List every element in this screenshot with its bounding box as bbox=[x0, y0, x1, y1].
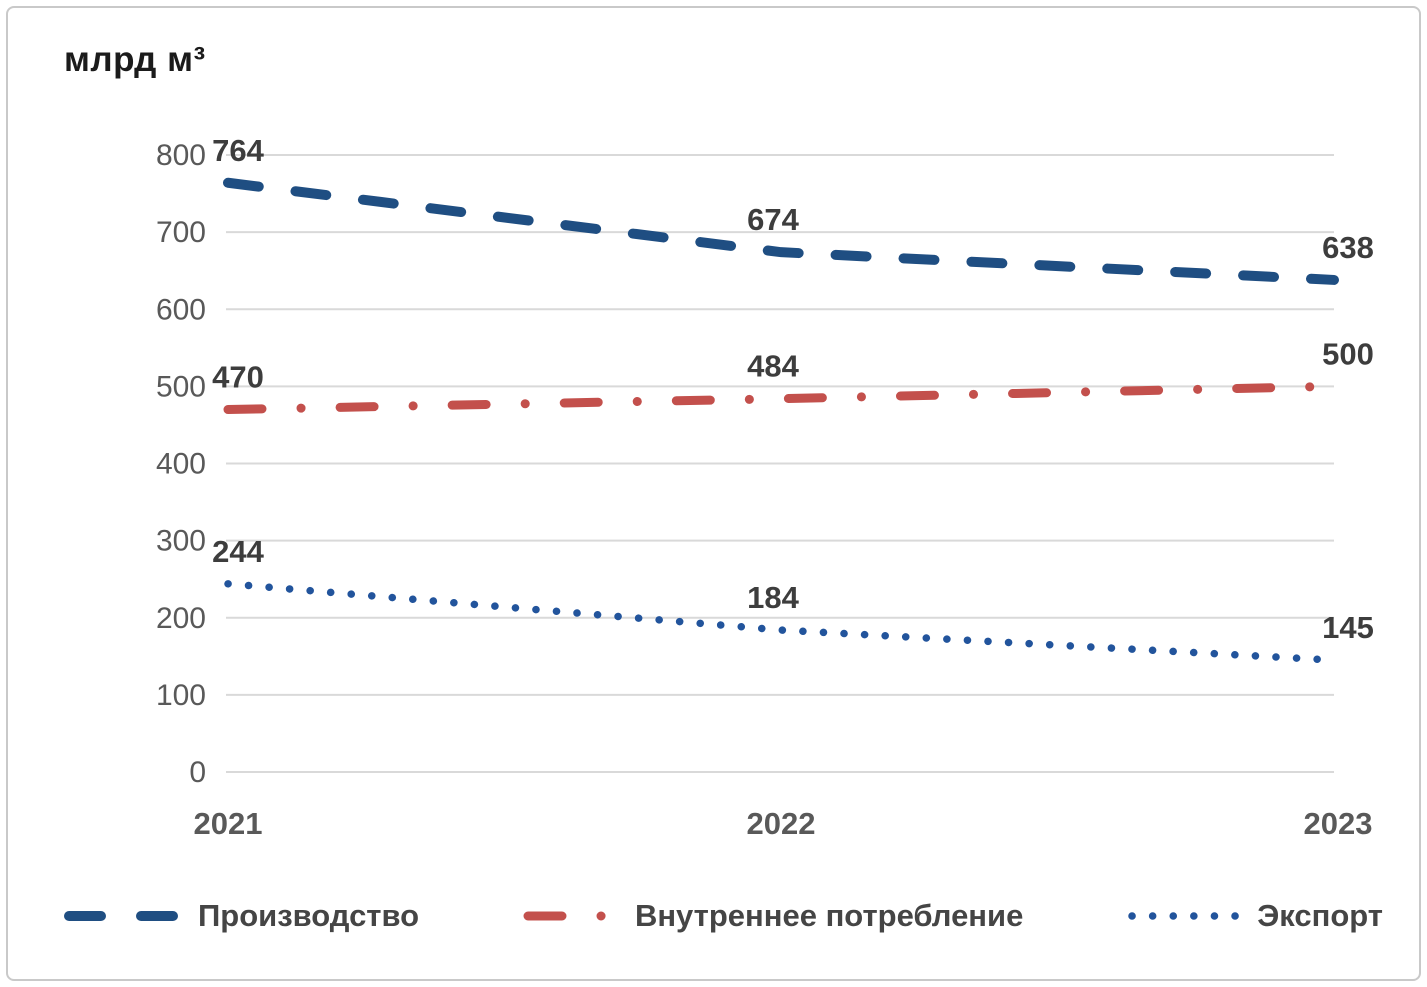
series-line-2 bbox=[224, 580, 1338, 664]
data-label-series2-2021: 244 bbox=[212, 534, 264, 569]
y-axis-tick-label: 100 bbox=[156, 679, 206, 712]
data-label-series0-2021: 764 bbox=[212, 133, 264, 168]
data-label-series2-2022: 184 bbox=[747, 580, 799, 615]
chart-title: млрд м³ bbox=[64, 40, 206, 79]
data-label-series1-2023: 500 bbox=[1322, 336, 1374, 371]
series-line-1 bbox=[223, 381, 1339, 415]
legend-label-export: Экспорт bbox=[1257, 898, 1383, 933]
y-axis-tick-label: 500 bbox=[156, 370, 206, 403]
legend-label-production: Производство bbox=[198, 898, 420, 933]
x-axis-tick-label: 2022 bbox=[747, 806, 816, 841]
data-label-series0-2022: 674 bbox=[747, 202, 799, 237]
data-label-series0-2023: 638 bbox=[1322, 230, 1374, 265]
y-axis-tick-label: 200 bbox=[156, 602, 206, 635]
data-label-series1-2022: 484 bbox=[747, 349, 799, 384]
chart-legend: Производство Внутреннее потребление Эксп… bbox=[62, 886, 1383, 946]
legend-label-consumption: Внутреннее потребление bbox=[634, 898, 1024, 933]
x-axis-tick-label: 2021 bbox=[194, 806, 263, 841]
y-axis-tick-label: 700 bbox=[156, 216, 206, 249]
legend-swatch-dash-dot bbox=[523, 911, 621, 921]
y-axis-tick-label: 800 bbox=[156, 139, 206, 172]
y-axis-tick-label: 300 bbox=[156, 525, 206, 558]
legend-swatch-dot bbox=[1128, 912, 1241, 920]
data-label-series1-2021: 470 bbox=[212, 360, 264, 395]
legend-swatch-dash bbox=[64, 911, 182, 921]
y-axis-tick-label: 600 bbox=[156, 293, 206, 326]
x-axis-tick-label: 2023 bbox=[1304, 806, 1373, 841]
data-label-series2-2023: 145 bbox=[1322, 610, 1374, 645]
legend-item-consumption: Внутреннее потребление bbox=[521, 898, 1023, 934]
series-line-0 bbox=[223, 177, 1339, 285]
y-axis-tick-label: 400 bbox=[156, 448, 206, 481]
y-axis-tick-label: 0 bbox=[189, 756, 206, 789]
chart-border bbox=[6, 6, 1421, 981]
legend-item-production: Производство bbox=[62, 898, 419, 934]
legend-item-export: Экспорт bbox=[1125, 898, 1383, 934]
